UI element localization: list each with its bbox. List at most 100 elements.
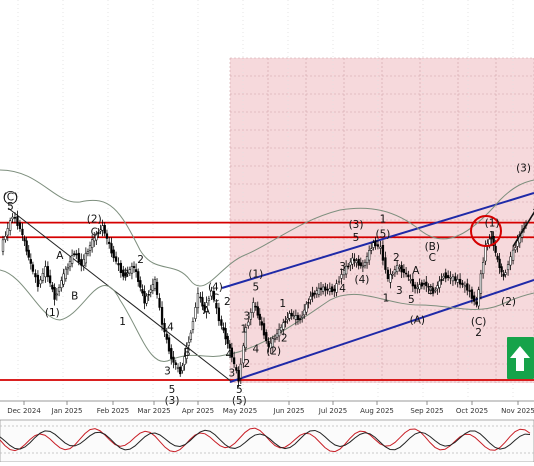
candle-body: [220, 319, 223, 326]
candle-body: [324, 286, 327, 291]
candle-body: [479, 273, 483, 294]
wave-label: 3: [229, 367, 236, 379]
candle-body: [506, 264, 510, 271]
wave-label: B: [183, 347, 190, 359]
candle-body: [160, 306, 164, 325]
candle-body: [389, 274, 392, 283]
candle-body: [492, 236, 495, 247]
candle-body: [514, 247, 517, 251]
candle-body: [141, 289, 144, 294]
candle-body: [265, 332, 268, 342]
candle-body: [335, 283, 338, 293]
x-tick-label: Oct 2025: [456, 407, 488, 415]
wave-label: (2): [266, 345, 281, 357]
candle-body: [370, 248, 373, 251]
candle-body: [296, 315, 300, 320]
candle-body: [409, 279, 412, 281]
candle-body: [463, 285, 467, 288]
wave-label: A: [56, 250, 64, 262]
candle-body: [9, 220, 12, 231]
candle-body: [404, 272, 408, 275]
candle-body: [112, 249, 115, 259]
candle-body: [361, 265, 365, 268]
candle-body: [456, 279, 459, 283]
candle-body: [475, 301, 478, 305]
wave-label: A: [412, 265, 420, 277]
wave-label: 3: [243, 311, 250, 323]
wave-label: (2): [501, 296, 516, 308]
candle-body: [282, 322, 285, 330]
candle-body: [128, 269, 131, 274]
wave-label: (4): [355, 274, 370, 286]
wave-label: (B): [425, 241, 440, 253]
candle-body: [481, 262, 485, 274]
wave-label: (1): [485, 217, 500, 229]
candle-body: [355, 260, 358, 263]
wave-label: 3: [339, 261, 346, 273]
wave-label: 4: [339, 283, 346, 295]
candle-body: [237, 369, 240, 382]
wave-label: 1: [240, 323, 247, 335]
candle-body: [330, 286, 334, 293]
wave-label-circle: [3, 191, 18, 205]
candle-body: [458, 278, 462, 285]
candle-body: [189, 332, 193, 340]
candle-body: [340, 274, 343, 279]
candle-body: [504, 272, 507, 275]
candle-body: [1, 239, 5, 252]
wave-label: 5: [252, 281, 259, 293]
wave-label: 3: [396, 285, 403, 297]
oscillator-black-line: [0, 429, 531, 451]
candle-body: [80, 259, 83, 266]
candle-body: [153, 279, 157, 289]
wave-label: (C): [471, 316, 487, 328]
wave-label: 5: [408, 294, 415, 306]
candle-body: [93, 237, 96, 242]
wave-label: 2: [224, 296, 231, 308]
candle-body: [280, 327, 283, 331]
x-tick-label: Apr 2025: [182, 407, 214, 415]
candle-body: [427, 286, 430, 288]
candle-body: [244, 327, 247, 349]
wave-label: 3: [164, 366, 171, 378]
wave-label: 2: [243, 358, 250, 370]
candle-body: [418, 284, 421, 290]
envelope-lower: [0, 269, 534, 363]
candle-body: [242, 345, 245, 364]
x-tick-label: May 2025: [223, 407, 258, 415]
candle-body: [215, 302, 218, 309]
candle-body: [41, 273, 45, 281]
candle-body: [179, 366, 182, 375]
candle-body: [222, 327, 225, 331]
candle-body: [294, 315, 298, 320]
candle-body: [436, 285, 439, 290]
candle-body: [402, 268, 406, 273]
candle-body: [57, 287, 61, 292]
candle-body: [210, 290, 213, 297]
candle-body: [232, 357, 236, 365]
wave-label: (A): [410, 314, 425, 326]
candle-body: [249, 312, 252, 320]
wave-label: C: [429, 252, 436, 264]
candle-body: [420, 282, 423, 287]
wave-label: 5: [353, 232, 360, 244]
candle-body: [99, 229, 102, 232]
candle-body: [502, 273, 505, 277]
candle-body: [395, 265, 399, 272]
wave-label: A: [203, 305, 211, 317]
candle-body: [97, 231, 100, 235]
candle-body: [84, 253, 88, 264]
candle-body: [449, 277, 452, 279]
candle-body: [165, 333, 168, 340]
candle-body: [407, 274, 410, 278]
candle-body: [398, 266, 401, 269]
candle-body: [151, 284, 155, 291]
candle-body: [110, 243, 113, 254]
candle-body: [134, 269, 138, 272]
candle-body: [451, 276, 455, 282]
candle-body: [431, 287, 435, 294]
candle-body: [416, 286, 419, 289]
candle-body: [434, 289, 437, 292]
candle-body: [13, 217, 17, 219]
candle-body: [16, 216, 19, 226]
